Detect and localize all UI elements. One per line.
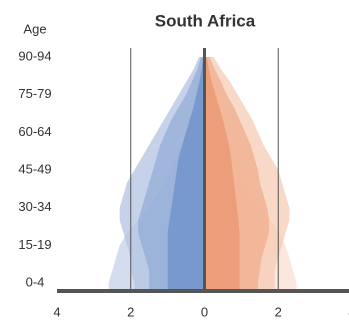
population-area xyxy=(204,57,240,289)
y-tick-label: 60-64 xyxy=(18,124,51,139)
y-tick-label: 30-34 xyxy=(18,199,51,214)
y-axis-label: Age xyxy=(23,21,46,36)
chart-title: South Africa xyxy=(155,11,256,30)
y-tick-label: 75-79 xyxy=(18,86,51,101)
population-area xyxy=(167,57,205,289)
y-tick-label: 15-19 xyxy=(18,237,51,252)
x-tick-label: 2 xyxy=(275,304,282,319)
x-tick-label: 0 xyxy=(201,304,208,319)
y-tick-label: 45-49 xyxy=(18,161,51,176)
x-tick-label: 2 xyxy=(127,304,134,319)
x-tick-label: 4 xyxy=(53,304,60,319)
y-tick-label: 90-94 xyxy=(18,48,51,63)
y-tick-label: 0-4 xyxy=(26,274,45,289)
